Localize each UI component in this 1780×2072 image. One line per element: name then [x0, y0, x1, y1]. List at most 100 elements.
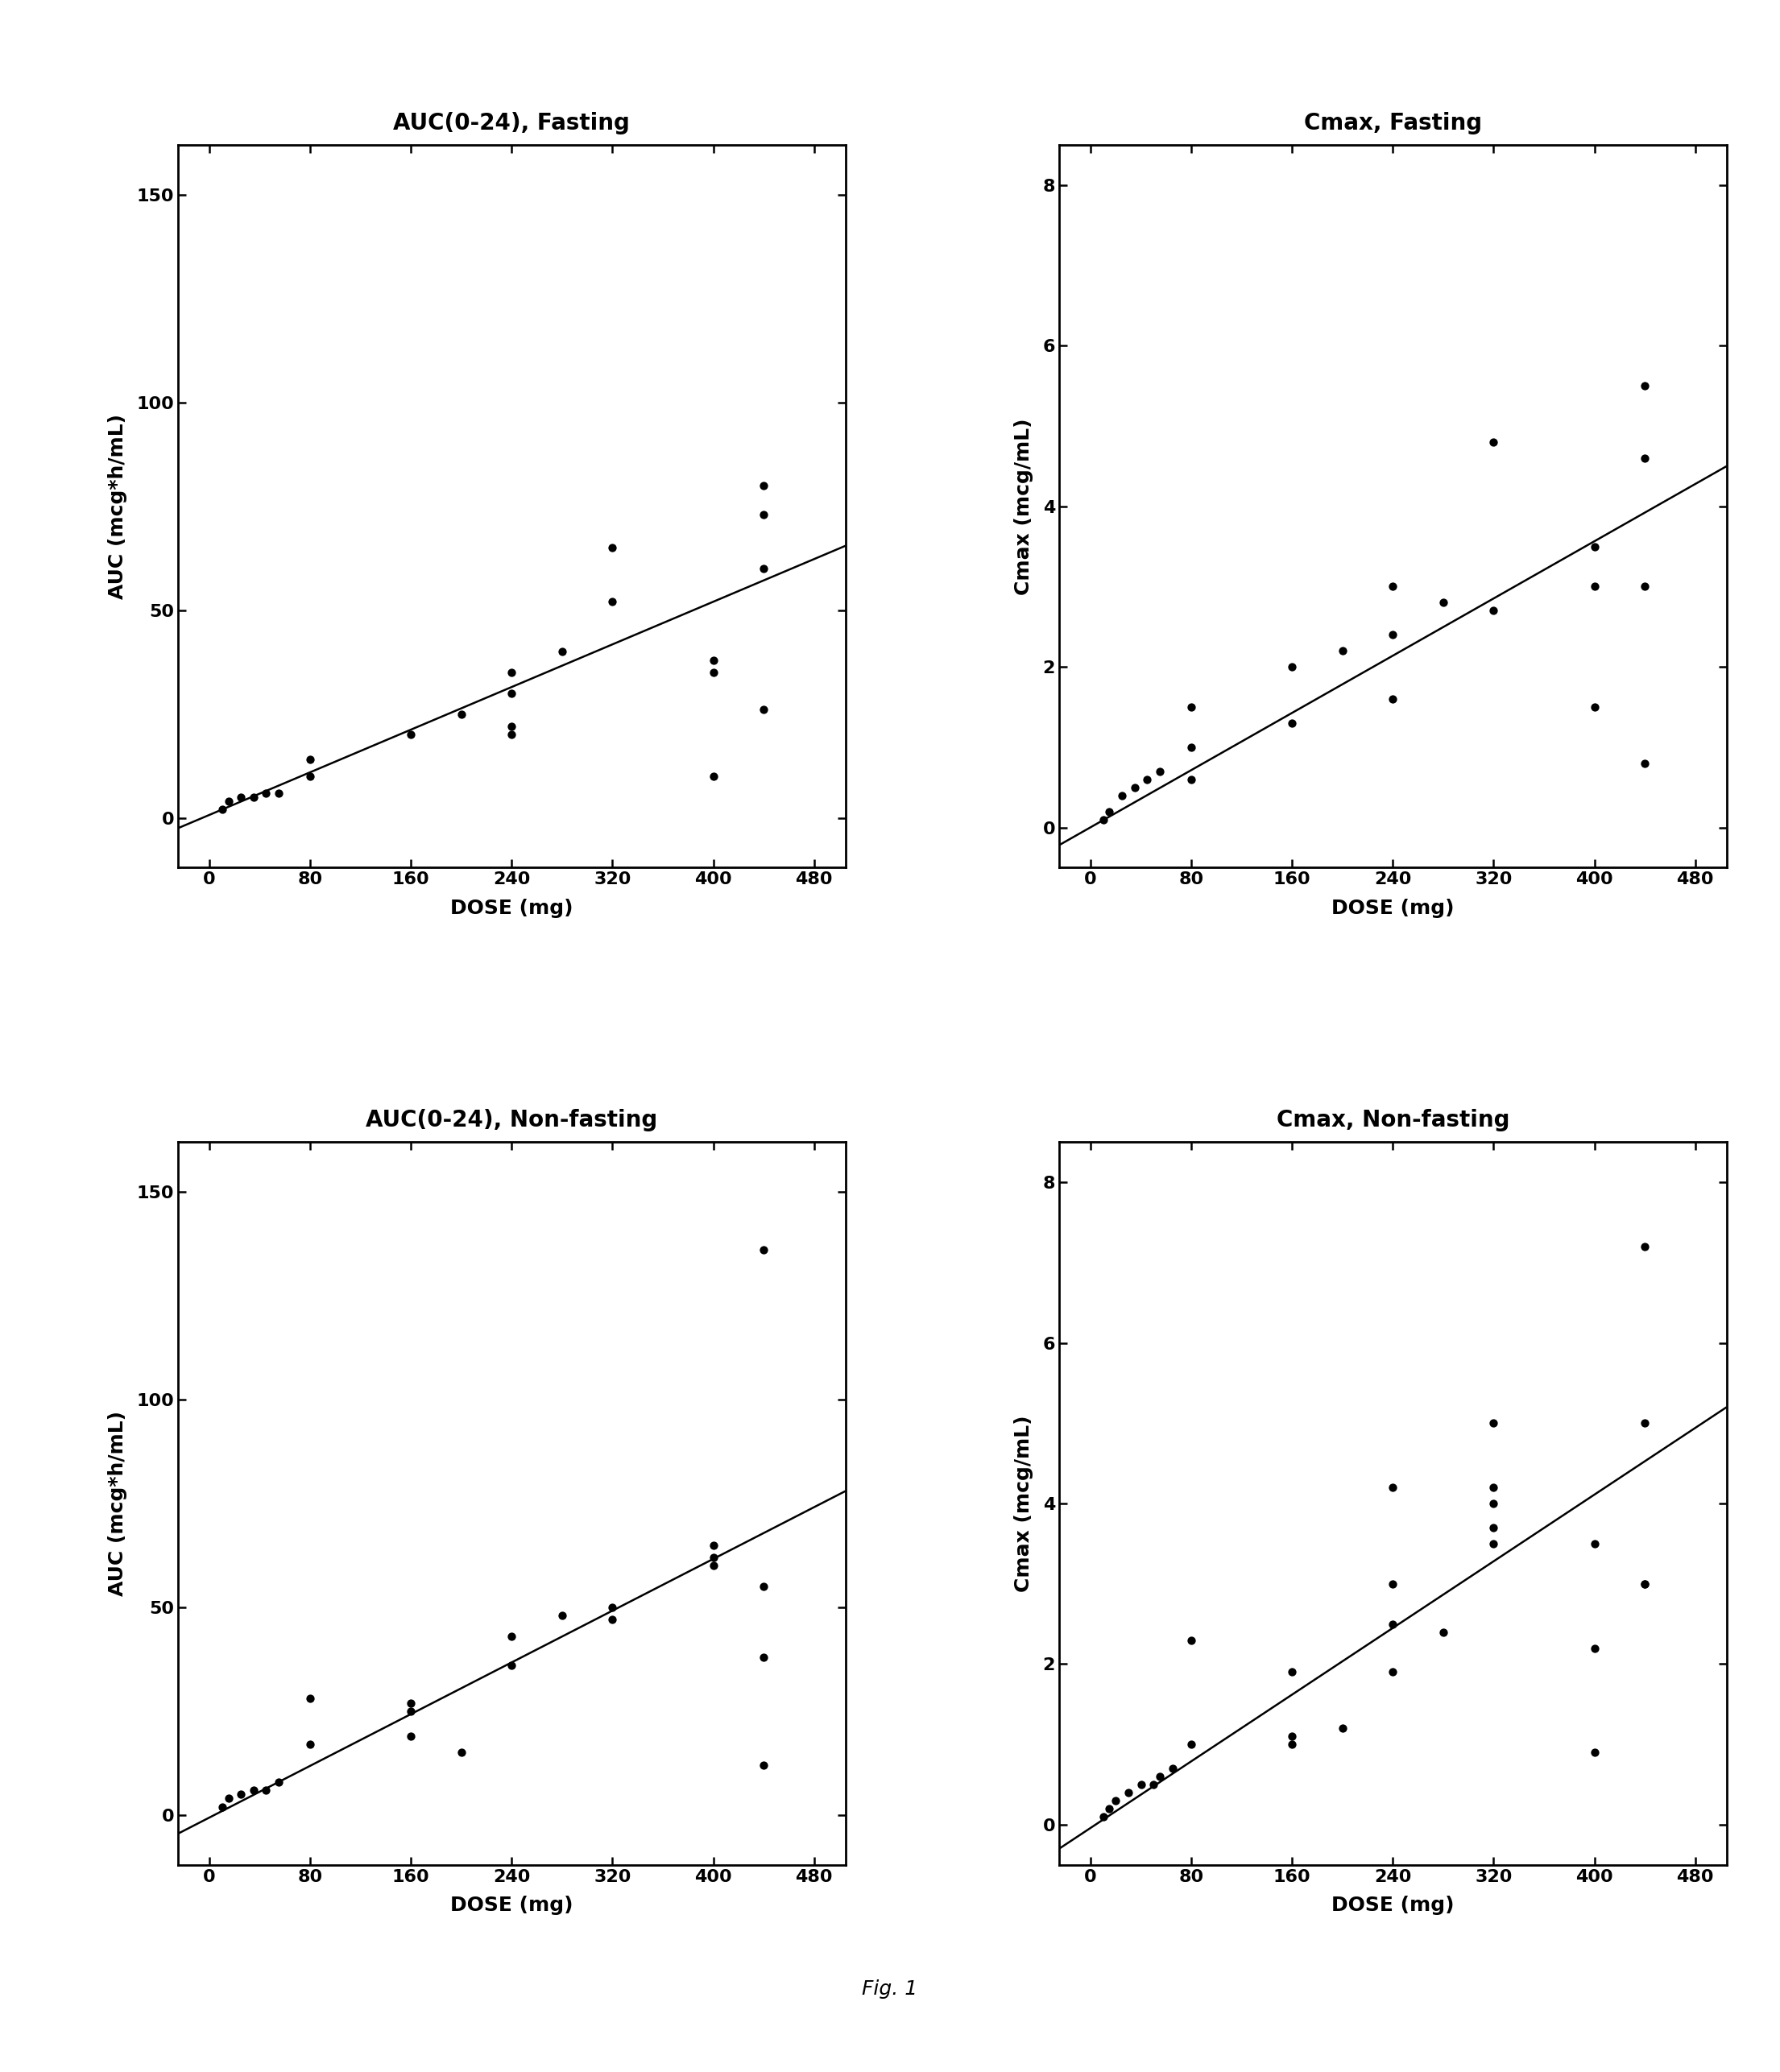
- Point: [1429, 1616, 1458, 1649]
- Point: [700, 760, 728, 794]
- Point: [447, 1736, 475, 1769]
- X-axis label: DOSE (mg): DOSE (mg): [450, 899, 573, 918]
- Point: [295, 744, 324, 777]
- Point: [498, 719, 527, 752]
- Point: [1378, 682, 1406, 715]
- Point: [239, 1774, 267, 1807]
- Point: [1095, 1792, 1123, 1825]
- Point: [1630, 1566, 1659, 1600]
- Point: [498, 678, 527, 711]
- Point: [498, 657, 527, 690]
- Point: [239, 781, 267, 814]
- Point: [1479, 1407, 1508, 1440]
- Point: [1630, 746, 1659, 779]
- Point: [700, 657, 728, 690]
- Point: [1581, 1527, 1609, 1560]
- Point: [1095, 796, 1123, 829]
- Point: [265, 1765, 294, 1798]
- Point: [208, 794, 237, 827]
- Point: [749, 1233, 778, 1266]
- Point: [1114, 1776, 1143, 1809]
- Point: [1328, 1711, 1356, 1745]
- Point: [397, 1687, 425, 1720]
- Point: [749, 497, 778, 530]
- Point: [1278, 1728, 1307, 1761]
- Point: [253, 777, 281, 810]
- Point: [1146, 754, 1175, 787]
- Point: [498, 1649, 527, 1682]
- Point: [598, 1591, 627, 1624]
- Point: [208, 1790, 237, 1823]
- Point: [1146, 1759, 1175, 1792]
- Point: [1378, 1566, 1406, 1600]
- Point: [295, 760, 324, 794]
- Point: [1177, 1624, 1205, 1658]
- Point: [1378, 1471, 1406, 1504]
- Point: [1479, 1471, 1508, 1504]
- Point: [1479, 1527, 1508, 1560]
- Y-axis label: Cmax (mcg/mL): Cmax (mcg/mL): [1015, 1415, 1034, 1591]
- Point: [1177, 731, 1205, 765]
- Point: [1139, 1767, 1168, 1801]
- Point: [598, 530, 627, 564]
- Point: [1328, 634, 1356, 667]
- Point: [498, 1620, 527, 1653]
- Point: [1107, 779, 1136, 812]
- X-axis label: DOSE (mg): DOSE (mg): [1331, 899, 1454, 918]
- Point: [700, 1542, 728, 1575]
- Point: [1378, 1608, 1406, 1641]
- Point: [1102, 1784, 1130, 1817]
- Point: [1177, 762, 1205, 796]
- Point: [749, 1641, 778, 1674]
- Point: [749, 1749, 778, 1782]
- Point: [447, 698, 475, 731]
- Point: [700, 644, 728, 678]
- Point: [265, 777, 294, 810]
- Point: [226, 781, 255, 814]
- Point: [1581, 690, 1609, 723]
- Point: [1630, 369, 1659, 402]
- X-axis label: DOSE (mg): DOSE (mg): [1331, 1896, 1454, 1915]
- Y-axis label: AUC (mcg*h/mL): AUC (mcg*h/mL): [109, 414, 128, 599]
- Point: [1378, 1656, 1406, 1689]
- Point: [1378, 570, 1406, 603]
- Point: [1278, 1656, 1307, 1689]
- Point: [700, 1529, 728, 1562]
- Point: [397, 1720, 425, 1753]
- Point: [548, 636, 577, 669]
- Point: [226, 1778, 255, 1811]
- Point: [1127, 1767, 1155, 1801]
- Point: [1630, 570, 1659, 603]
- Y-axis label: AUC (mcg*h/mL): AUC (mcg*h/mL): [109, 1411, 128, 1595]
- Point: [498, 711, 527, 744]
- Point: [1177, 1728, 1205, 1761]
- Point: [1581, 530, 1609, 564]
- Point: [1581, 1631, 1609, 1664]
- Point: [1278, 1720, 1307, 1753]
- Point: [1278, 651, 1307, 684]
- Point: [700, 1550, 728, 1583]
- Y-axis label: Cmax (mcg/mL): Cmax (mcg/mL): [1015, 419, 1034, 595]
- Point: [1378, 617, 1406, 651]
- Title: Cmax, Non-fasting: Cmax, Non-fasting: [1276, 1109, 1509, 1131]
- Point: [749, 1571, 778, 1604]
- Point: [548, 1600, 577, 1633]
- Point: [397, 719, 425, 752]
- Point: [1479, 595, 1508, 628]
- Point: [397, 1695, 425, 1728]
- Point: [253, 1774, 281, 1807]
- Point: [214, 785, 242, 818]
- Point: [1134, 762, 1162, 796]
- Point: [1429, 586, 1458, 620]
- Point: [1278, 707, 1307, 740]
- Point: [1581, 570, 1609, 603]
- Point: [1089, 802, 1118, 835]
- Title: AUC(0-24), Non-fasting: AUC(0-24), Non-fasting: [367, 1109, 657, 1131]
- Point: [1479, 1488, 1508, 1521]
- Point: [598, 1604, 627, 1637]
- Point: [749, 468, 778, 501]
- Point: [1630, 441, 1659, 474]
- Point: [295, 1728, 324, 1761]
- Title: Cmax, Fasting: Cmax, Fasting: [1303, 112, 1483, 135]
- Point: [1120, 771, 1148, 804]
